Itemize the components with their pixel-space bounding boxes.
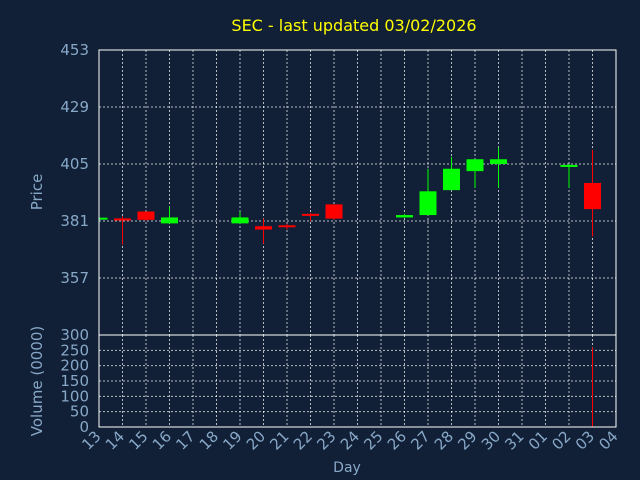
candles [98,147,601,245]
candle-body [99,217,108,220]
y-axis-label: Price [28,174,46,211]
volume-frame [98,334,617,428]
price-tick-labels: 453 429 405 381 357 300 [60,41,89,344]
candle-body [443,168,460,191]
price-tick-label: 453 [60,41,89,59]
candle-body [560,164,578,167]
candle-body [466,159,484,172]
x-axis-label: Day [333,460,361,476]
candle-body [255,226,272,230]
candle-body [114,218,131,221]
price-tick-label: 300 [60,326,89,344]
chart-title: SEC - last updated 03/02/2026 [231,16,476,35]
candle-body [161,217,178,224]
price-grid [98,49,617,335]
candle-body [231,217,249,224]
volume-axis-label: Volume (0000) [28,326,46,436]
candle-body [584,183,601,210]
volume-tick-label: 100 [60,387,89,405]
candle-body [325,204,343,219]
price-tick-label: 381 [60,212,89,230]
price-tick-label: 405 [60,155,89,173]
volume-tick-label: 200 [60,357,89,375]
candle-body [396,215,413,218]
volume-tick-label: 250 [60,341,89,359]
candle-body [490,159,507,164]
candle-body [278,225,296,228]
candle-body [302,213,319,216]
volume-tick-label: 50 [70,403,89,421]
x-tick-labels: 1314151617181920212223242526272829303101… [78,427,621,453]
volume-tick-label: 0 [79,418,89,436]
candle-body [137,211,155,220]
price-tick-label: 429 [60,98,89,116]
volume-tick-label: 150 [60,372,89,390]
candle-body [419,191,437,216]
plot-frames [98,49,617,428]
price-tick-label: 357 [60,269,89,287]
